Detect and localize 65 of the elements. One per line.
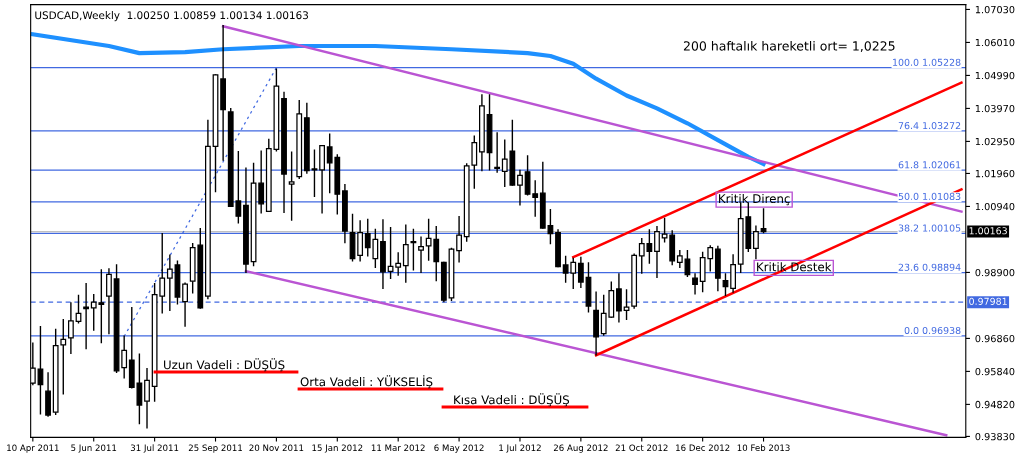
ref-line-label: 50.0 1.01083 [898,192,961,200]
annotation: Orta Vadeli : YÜKSELİŞ [300,375,433,389]
candlestick [418,236,424,274]
x-tick-label: 20 Nov 2011 [249,444,304,451]
candlestick [494,132,501,173]
candlestick [517,169,523,206]
y-tick-label: 0.96860 [975,334,1015,343]
candlestick [654,226,660,278]
y-tick-label: 1.00940 [975,202,1015,211]
x-tick-label: 16 Dec 2012 [676,444,730,451]
y-tick-label: 1.03970 [975,104,1015,113]
ref-line-label: 61.8 1.02061 [898,161,961,169]
x-tick-label: 26 Aug 2012 [553,444,608,453]
text: USDCAD,Weekly 1.00250 1.00859 1.00134 1.00163 [35,11,309,22]
annotation: 200 haftalık hareketli ort= 1,0225 [683,40,895,52]
y-tick-label: 0.98900 [975,268,1015,277]
ref-line-label: 38.2 1.00105 [898,224,961,232]
candlestick [67,302,74,354]
x-tick-label: 15 Jan 2012 [312,444,363,453]
candlestick [692,273,698,295]
ref-line-label: 0.0 0.96938 [904,326,961,335]
candlestick [760,208,767,234]
candlestick [623,289,630,321]
y-tick-label: 0.93830 [975,432,1015,441]
x-tick-label: 21 Oct 2012 [615,444,668,451]
ref-line-label: 1.00163 [969,227,1007,235]
candlestick [456,216,462,263]
y-tick-label: 0.95840 [975,367,1015,376]
y-tick-label: 1.01960 [975,169,1015,178]
y-tick-label: 1.02950 [975,137,1015,146]
x-tick-label: 1 Jul 2012 [499,444,541,453]
x-tick-label: 5 Jun 2011 [71,444,117,453]
y-tick-label: 1.04990 [975,71,1015,80]
candlestick [166,254,173,311]
x-tick-label: 11 Mar 2012 [371,444,425,451]
candlestick [106,268,112,335]
candlestick [288,151,295,221]
candlestick [182,282,188,327]
candlestick [83,283,90,350]
candlestick [144,368,150,429]
annotation: Kritik Destek [757,262,832,272]
candlestick [121,335,128,379]
candlestick [410,228,417,271]
x-tick-label: 6 May 2012 [434,444,484,453]
y-tick-label: 1.07030 [975,5,1015,14]
ref-line-label: 23.6 0.98894 [898,263,961,271]
candlestick [577,256,584,288]
candlestick [616,273,622,323]
y-tick-label: 0.94820 [975,400,1015,409]
candlestick [45,372,51,417]
x-tick-label: 10 Feb 2013 [737,444,790,451]
candlestick [730,254,737,293]
annotation: Uzun Vadeli : DÜŞÜŞ [164,358,285,372]
ref-line-label: 0.97981 [969,297,1007,305]
candlestick [402,224,409,283]
candlestick [311,149,318,198]
x-tick-label: 10 Apr 2011 [7,444,59,453]
y-tick-label: 1.06010 [975,38,1015,47]
ref-line-label: 76.4 1.03272 [898,122,961,130]
candlestick [753,225,759,260]
ref-line-label: 100.0 1.05228 [893,58,961,66]
x-tick-label: 25 Sep 2011 [188,444,242,453]
x-tick-label: 31 Jul 2011 [130,444,179,453]
annotation: Kısa Vadeli : DÜŞÜŞ [454,393,570,407]
candlestick [357,220,364,262]
